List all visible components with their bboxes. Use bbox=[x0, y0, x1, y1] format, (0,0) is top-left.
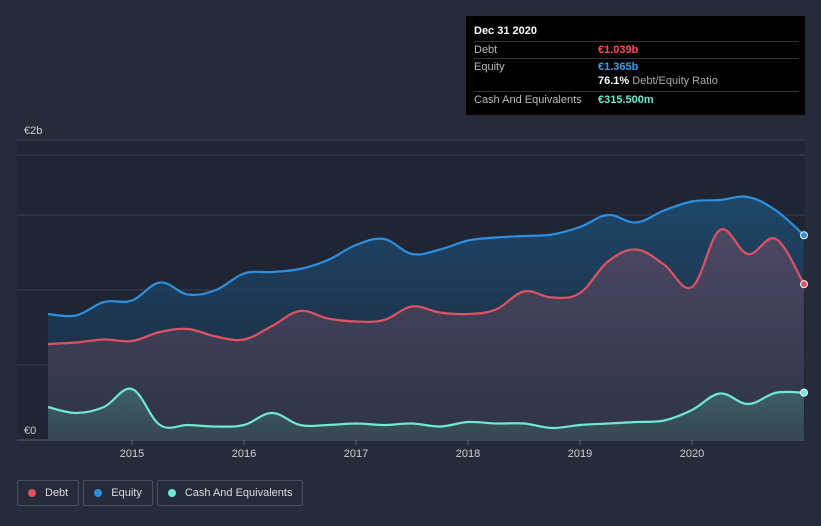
tooltip-equity-value: €1.365b bbox=[598, 61, 639, 73]
x-tick-label: 2016 bbox=[232, 448, 256, 460]
tooltip-ratio: 76.1% Debt/Equity Ratio bbox=[598, 75, 718, 87]
x-tick-label: 2017 bbox=[344, 448, 368, 460]
tooltip-ratio-value: 76.1% bbox=[598, 75, 630, 87]
tooltip-panel: Dec 31 2020 Debt €1.039b Equity €1.365b … bbox=[466, 16, 805, 115]
tooltip-cash-value: €315.500m bbox=[598, 94, 654, 106]
x-tick-label: 2019 bbox=[568, 448, 592, 460]
x-tick-label: 2018 bbox=[456, 448, 480, 460]
tooltip-equity-row: Equity €1.365b bbox=[474, 58, 799, 75]
x-tick-label: 2015 bbox=[120, 448, 144, 460]
tooltip-date: Dec 31 2020 bbox=[474, 25, 537, 37]
debt-area bbox=[48, 229, 804, 440]
cash-line bbox=[47, 387, 805, 430]
legend-cash-dot-icon bbox=[167, 489, 176, 497]
tooltip-debt-row: Debt €1.039b bbox=[474, 41, 799, 58]
cash-end-marker bbox=[800, 388, 808, 397]
tooltip-equity-label: Equity bbox=[474, 61, 505, 73]
legend-cash-label: Cash And Equivalents bbox=[184, 487, 293, 499]
tooltip-debt-value: €1.039b bbox=[598, 44, 639, 56]
equity-line bbox=[47, 195, 805, 318]
x-tick-label: 2020 bbox=[680, 448, 704, 460]
debt-line bbox=[47, 228, 805, 346]
tooltip-debt-label: Debt bbox=[474, 44, 498, 56]
legend-item-equity[interactable]: Equity bbox=[83, 480, 153, 506]
equity-end-marker bbox=[800, 231, 808, 240]
debt-end-marker bbox=[800, 280, 808, 289]
legend-debt-dot-icon bbox=[28, 489, 36, 497]
legend-debt-label: Debt bbox=[45, 487, 69, 499]
tooltip-cash-row: Cash And Equivalents €315.500m bbox=[474, 91, 799, 108]
legend-equity-dot-icon bbox=[94, 489, 103, 497]
legend-item-cash[interactable]: Cash And Equivalents bbox=[156, 480, 304, 506]
legend-equity-label: Equity bbox=[111, 487, 142, 499]
legend-item-debt[interactable]: Debt bbox=[17, 480, 80, 506]
y-tick-label: €2b bbox=[24, 125, 42, 137]
tooltip-ratio-label: Debt/Equity Ratio bbox=[632, 75, 718, 87]
legend: Debt Equity Cash And Equivalents bbox=[17, 480, 307, 506]
y-tick-label: €0 bbox=[24, 425, 36, 437]
tooltip-cash-label: Cash And Equivalents bbox=[474, 94, 582, 106]
